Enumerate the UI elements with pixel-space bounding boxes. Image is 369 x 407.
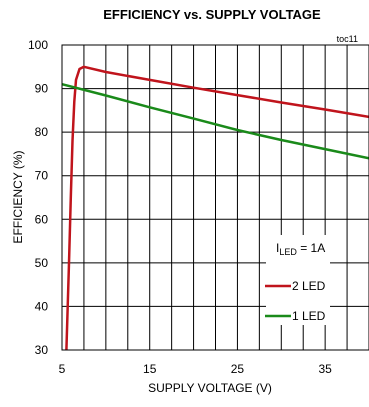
y-tick-label: 40: [35, 299, 49, 313]
y-tick-label: 50: [35, 256, 49, 270]
y-tick-label: 100: [28, 38, 48, 52]
legend-background: [266, 235, 330, 325]
y-tick-label: 30: [35, 343, 49, 357]
series-layer: [61, 65, 369, 351]
y-tick-label: 80: [35, 125, 49, 139]
chart-tag: toc11: [337, 34, 358, 44]
legend: 2 LED 1 LED: [265, 279, 326, 323]
y-tick-label: 90: [35, 82, 49, 96]
y-tick-label: 70: [35, 169, 49, 183]
series-line-2: [61, 82, 369, 160]
legend-label: 2 LED: [292, 279, 326, 293]
x-tick-label: 5: [59, 362, 66, 376]
annotation-iled: ILED = 1A: [276, 241, 325, 257]
y-tick-labels: 30 40 50 60 70 80 90 100: [28, 38, 48, 357]
chart-title: EFFICIENCY vs. SUPPLY VOLTAGE: [103, 7, 321, 22]
y-axis-label: EFFICIENCY (%): [11, 150, 25, 243]
x-tick-label: 35: [318, 362, 332, 376]
x-tick-label: 25: [231, 362, 245, 376]
plot-frame: [61, 44, 369, 351]
series-line-1: [65, 65, 369, 351]
y-tick-label: 60: [35, 212, 49, 226]
legend-label: 1 LED: [292, 309, 326, 323]
x-tick-label: 15: [143, 362, 157, 376]
x-tick-labels: 5 15 25 35: [59, 362, 332, 376]
x-axis-label: SUPPLY VOLTAGE (V): [148, 381, 272, 395]
